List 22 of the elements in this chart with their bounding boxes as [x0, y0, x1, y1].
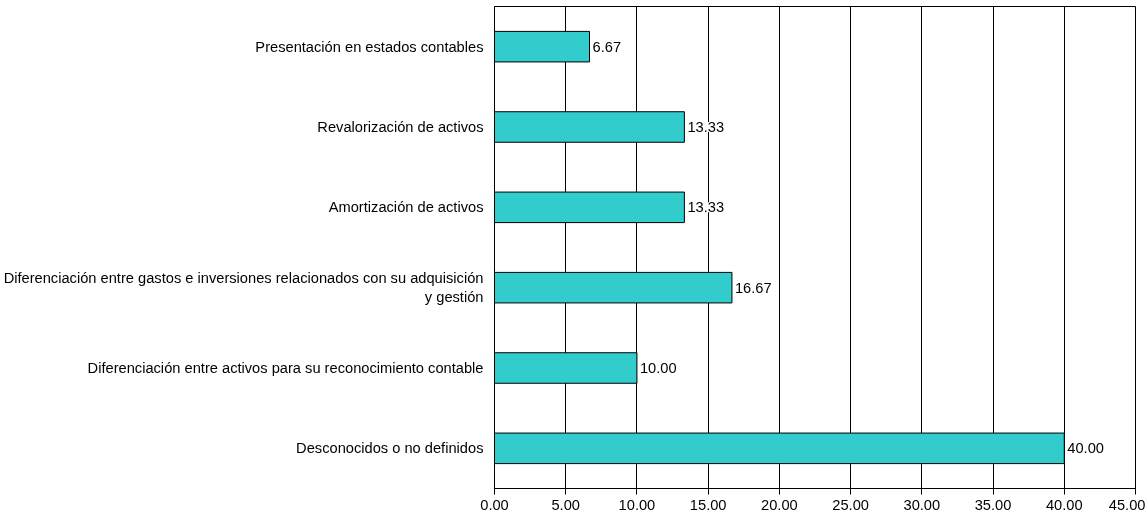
data-label: 16.67 [734, 279, 772, 296]
x-tick-label: 15.00 [689, 496, 727, 513]
data-label: 10.00 [639, 360, 677, 376]
y-tick-label: Diferenciación entre activos para su reconocimiento contable [87, 360, 484, 376]
x-tick-label: 25.00 [832, 496, 869, 513]
data-label: 13.33 [687, 199, 725, 216]
data-label: 40.00 [1067, 440, 1104, 457]
x-tick-label: 10.00 [618, 496, 656, 513]
data-label: 13.33 [687, 119, 725, 135]
y-tick-label: Amortización de activos [328, 199, 484, 216]
x-tick-label: 0.00 [480, 496, 509, 513]
y-tick-label: Presentación en estados contables [255, 38, 484, 55]
x-tick-label: 30.00 [903, 496, 941, 513]
x-tick-label: 45.00 [1108, 496, 1146, 513]
y-tick-label: Revalorización de activos [317, 119, 484, 135]
data-label: 6.67 [592, 38, 622, 55]
x-tick-label: 35.00 [974, 496, 1012, 513]
x-tick-label: 5.00 [551, 496, 580, 513]
x-tick-label: 40.00 [1045, 496, 1083, 513]
x-tick-label: 20.00 [761, 496, 798, 513]
y-tick-label: Diferenciación entre gastos e inversiones relacionados con su adquisición y gestión [3, 270, 484, 306]
y-tick-label: Desconocidos o no definidos [296, 440, 484, 457]
